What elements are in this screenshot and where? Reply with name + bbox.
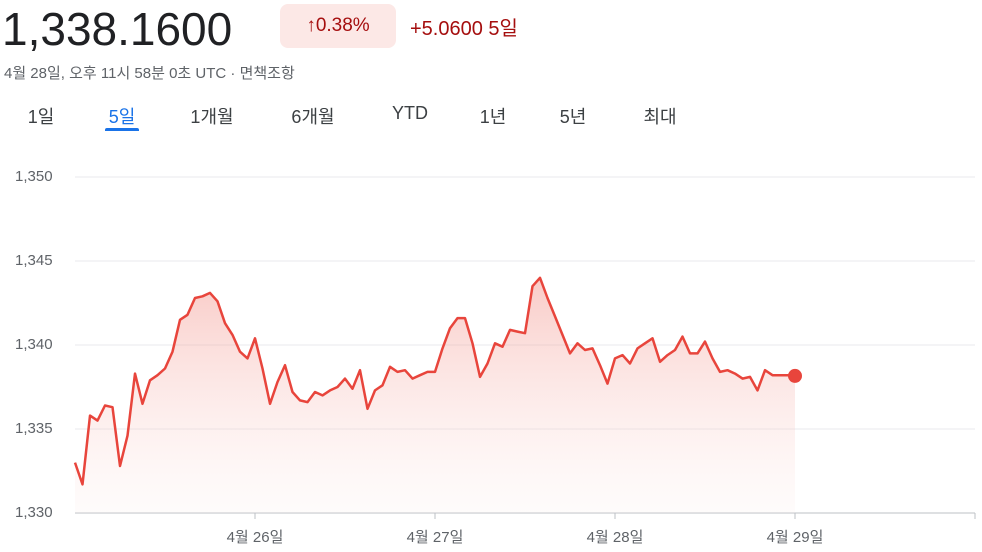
x-tick-label: 4월 28일 xyxy=(587,529,644,546)
tab[interactable]: 1개월 xyxy=(190,107,234,127)
period: 5일 xyxy=(488,18,518,40)
change: +5.0600 5일 xyxy=(410,12,518,41)
timestamp: 4월 28일, 오후 11시 58분 0초 UTC xyxy=(4,65,227,82)
tab[interactable]: 1일 xyxy=(27,107,55,127)
tab-underline xyxy=(105,128,139,131)
subtitle: 4월 28일, 오후 11시 58분 0초 UTC · 면책조항 xyxy=(4,65,295,82)
x-tick-label: 4월 26일 xyxy=(227,529,284,546)
price-line xyxy=(73,276,796,486)
tab[interactable]: 6개월 xyxy=(291,107,335,127)
price: 1,338.1600 xyxy=(2,3,233,55)
tab[interactable]: 5일 xyxy=(108,107,136,127)
x-tick-label: 4월 27일 xyxy=(407,529,464,546)
disclaimer[interactable]: 면책조항 xyxy=(239,65,295,82)
y-tick-label: 1,330 xyxy=(15,504,53,521)
area-fill xyxy=(75,277,795,513)
tab[interactable]: 5년 xyxy=(559,107,587,127)
last-point xyxy=(788,368,802,383)
arrow: ↑ xyxy=(306,15,316,36)
y-tick-label: 1,345 xyxy=(15,252,53,269)
y-tick-label: 1,335 xyxy=(15,420,53,437)
change-value: +5.0600 xyxy=(410,18,483,40)
y-tick-label: 1,340 xyxy=(15,336,53,353)
tab[interactable]: YTD xyxy=(392,103,428,123)
tab[interactable]: 1년 xyxy=(479,107,507,127)
x-tick-label: 4월 29일 xyxy=(767,529,824,546)
tab[interactable]: 최대 xyxy=(643,107,677,127)
change-badge: ↑0.38% xyxy=(280,4,396,48)
change-percent: 0.38% xyxy=(315,15,370,36)
y-tick-label: 1,350 xyxy=(15,168,53,185)
